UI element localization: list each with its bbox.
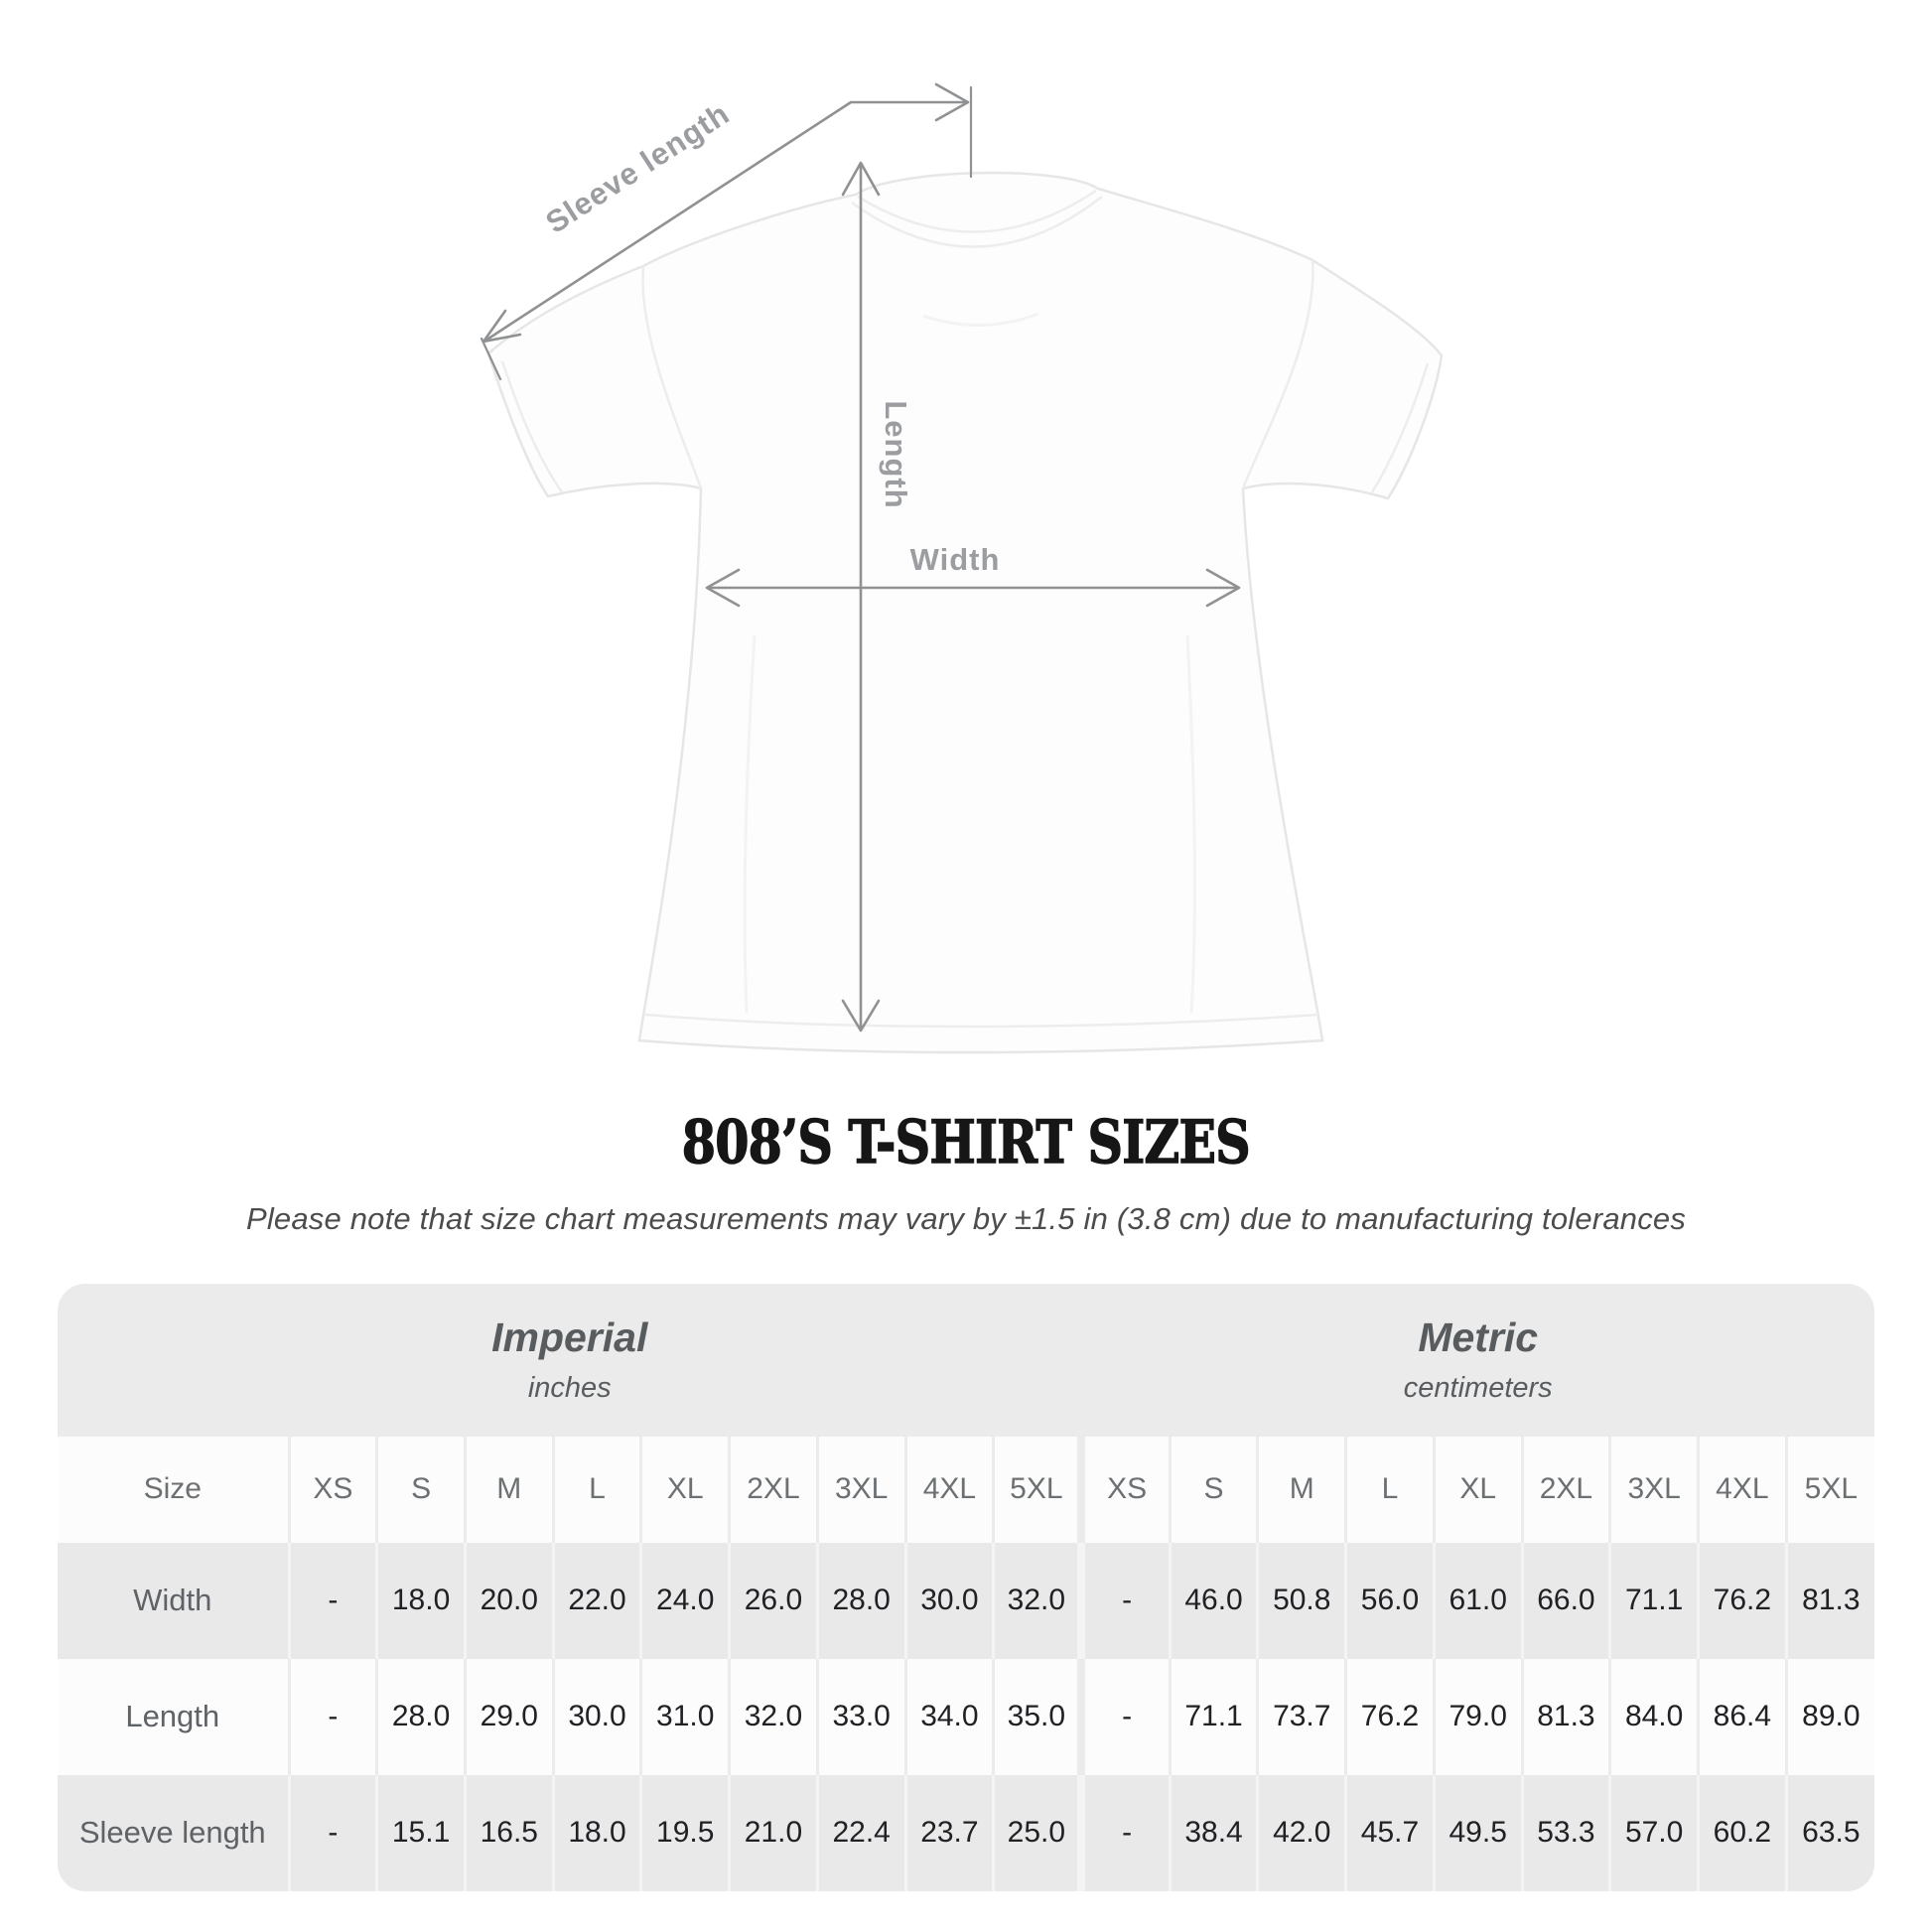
unit-header-metric: Metric centimeters bbox=[1081, 1284, 1874, 1437]
col-header-imperial-3xl: 3XL bbox=[815, 1436, 906, 1543]
row-label-sleeve-length: Sleeve length bbox=[58, 1774, 289, 1891]
cell-length-metric-3xl: 84.0 bbox=[1608, 1658, 1699, 1775]
sleeve-length-label: Sleeve length bbox=[539, 96, 736, 240]
col-header-metric-xl: XL bbox=[1432, 1436, 1523, 1543]
col-header-metric-s: S bbox=[1168, 1436, 1258, 1543]
unit-sub: inches bbox=[527, 1371, 612, 1404]
table-row-width: Width -18.0 20.0 22.0 24.0 26.0 28.0 30.0 32.0-4… bbox=[58, 1542, 1874, 1659]
cell-sleeve-length-metric-5xl: 63.5 bbox=[1784, 1774, 1874, 1891]
col-header-imperial-5xl: 5XL bbox=[992, 1436, 1082, 1543]
cell-sleeve-length-imperial-s: 15.1 bbox=[375, 1774, 466, 1891]
col-header-metric-m: M bbox=[1256, 1436, 1346, 1543]
col-header-metric-4xl: 4XL bbox=[1697, 1436, 1787, 1543]
cell-length-imperial-m: 29.0 bbox=[463, 1658, 554, 1775]
unit-name: Metric bbox=[1418, 1313, 1539, 1360]
cell-length-imperial-s: 28.0 bbox=[375, 1658, 466, 1775]
cell-sleeve-length-metric-l: 45.7 bbox=[1344, 1774, 1435, 1891]
col-header-imperial-m: M bbox=[463, 1436, 554, 1543]
cell-length-imperial-l: 30.0 bbox=[551, 1658, 641, 1775]
cell-sleeve-length-imperial-3xl: 22.4 bbox=[815, 1774, 906, 1891]
cell-sleeve-length-imperial-xs: - bbox=[287, 1774, 377, 1891]
cell-width-metric-5xl: 81.3 bbox=[1784, 1542, 1874, 1659]
cell-length-metric-5xl: 89.0 bbox=[1784, 1658, 1874, 1775]
cell-sleeve-length-imperial-m: 16.5 bbox=[463, 1774, 554, 1891]
col-header-imperial-4xl: 4XL bbox=[903, 1436, 994, 1543]
cell-width-imperial-l: 22.0 bbox=[551, 1542, 641, 1659]
cell-length-metric-s: 71.1 bbox=[1168, 1658, 1258, 1775]
width-label: Width bbox=[910, 542, 1001, 577]
col-header-imperial-xs: XS bbox=[287, 1436, 377, 1543]
cell-length-metric-xs: - bbox=[1077, 1658, 1171, 1775]
length-label: Length bbox=[879, 400, 913, 508]
cell-length-metric-2xl: 81.3 bbox=[1520, 1658, 1610, 1775]
cell-width-metric-xs: - bbox=[1077, 1542, 1171, 1659]
cell-length-metric-m: 73.7 bbox=[1256, 1658, 1346, 1775]
cell-sleeve-length-metric-2xl: 53.3 bbox=[1520, 1774, 1610, 1891]
tshirt-illustration bbox=[486, 171, 1444, 1054]
col-header-metric-3xl: 3XL bbox=[1608, 1436, 1699, 1543]
table-row-sleeve-length: Sleeve length -15.1 16.5 18.0 19.5 21.0 22.4 23… bbox=[58, 1774, 1874, 1891]
tolerance-note: Please note that size chart measurements… bbox=[245, 1201, 1687, 1236]
unit-name: Imperial bbox=[491, 1313, 648, 1360]
cell-length-imperial-5xl: 35.0 bbox=[992, 1658, 1082, 1775]
cell-length-imperial-3xl: 33.0 bbox=[815, 1658, 906, 1775]
col-header-size: Size bbox=[58, 1436, 289, 1543]
cell-sleeve-length-metric-3xl: 57.0 bbox=[1608, 1774, 1699, 1891]
size-table: Imperial inches Metric centimeters Size XS S M L… bbox=[58, 1284, 1874, 1891]
col-header-imperial-s: S bbox=[375, 1436, 466, 1543]
cell-width-imperial-2xl: 26.0 bbox=[728, 1542, 818, 1659]
cell-sleeve-length-imperial-l: 18.0 bbox=[551, 1774, 641, 1891]
cell-width-imperial-xs: - bbox=[287, 1542, 377, 1659]
page-title: 808’S T-SHIRT SIZES bbox=[681, 1107, 1251, 1177]
unit-header-imperial: Imperial inches bbox=[58, 1284, 1081, 1437]
row-label-width: Width bbox=[58, 1542, 289, 1659]
cell-width-metric-m: 50.8 bbox=[1256, 1542, 1346, 1659]
size-header-row: Size XS S M L XL 2XL 3XL 4XL 5XL XS S M L XL 2XL 3XL 4XL 5… bbox=[58, 1436, 1874, 1543]
cell-sleeve-length-metric-m: 42.0 bbox=[1256, 1774, 1346, 1891]
cell-length-metric-l: 76.2 bbox=[1344, 1658, 1435, 1775]
width-measure: Width bbox=[705, 542, 1241, 608]
cell-length-metric-xl: 79.0 bbox=[1432, 1658, 1523, 1775]
cell-sleeve-length-metric-xs: - bbox=[1077, 1774, 1171, 1891]
cell-width-imperial-3xl: 28.0 bbox=[815, 1542, 906, 1659]
cell-width-metric-2xl: 66.0 bbox=[1520, 1542, 1610, 1659]
col-header-imperial-2xl: 2XL bbox=[728, 1436, 818, 1543]
cell-width-metric-l: 56.0 bbox=[1344, 1542, 1435, 1659]
cell-sleeve-length-metric-xl: 49.5 bbox=[1432, 1774, 1523, 1891]
col-header-metric-xs: XS bbox=[1077, 1436, 1171, 1543]
cell-width-imperial-s: 18.0 bbox=[375, 1542, 466, 1659]
cell-length-imperial-4xl: 34.0 bbox=[903, 1658, 994, 1775]
cell-width-imperial-5xl: 32.0 bbox=[992, 1542, 1082, 1659]
col-header-imperial-l: L bbox=[551, 1436, 641, 1543]
cell-width-metric-xl: 61.0 bbox=[1432, 1542, 1523, 1659]
cell-length-imperial-2xl: 32.0 bbox=[728, 1658, 818, 1775]
cell-sleeve-length-metric-4xl: 60.2 bbox=[1697, 1774, 1787, 1891]
row-label-length: Length bbox=[58, 1658, 289, 1775]
col-header-metric-l: L bbox=[1344, 1436, 1435, 1543]
size-table-container: Imperial inches Metric centimeters Size XS S M L… bbox=[58, 1284, 1874, 1891]
cell-width-imperial-4xl: 30.0 bbox=[903, 1542, 994, 1659]
unit-sub: centimeters bbox=[1403, 1371, 1553, 1404]
cell-length-imperial-xs: - bbox=[287, 1658, 377, 1775]
cell-sleeve-length-imperial-5xl: 25.0 bbox=[992, 1774, 1082, 1891]
cell-sleeve-length-imperial-2xl: 21.0 bbox=[728, 1774, 818, 1891]
col-header-imperial-xl: XL bbox=[639, 1436, 730, 1543]
table-row-length: Length -28.0 29.0 30.0 31.0 32.0 33.0 34.0 35.0-… bbox=[58, 1658, 1874, 1775]
cell-length-metric-4xl: 86.4 bbox=[1697, 1658, 1787, 1775]
length-measure: Length bbox=[841, 161, 913, 1033]
cell-sleeve-length-imperial-xl: 19.5 bbox=[639, 1774, 730, 1891]
cell-sleeve-length-metric-s: 38.4 bbox=[1168, 1774, 1258, 1891]
cell-width-imperial-xl: 24.0 bbox=[639, 1542, 730, 1659]
cell-width-imperial-m: 20.0 bbox=[463, 1542, 554, 1659]
col-header-metric-2xl: 2XL bbox=[1520, 1436, 1610, 1543]
cell-width-metric-4xl: 76.2 bbox=[1697, 1542, 1787, 1659]
cell-width-metric-3xl: 71.1 bbox=[1608, 1542, 1699, 1659]
unit-header-row: Imperial inches Metric centimeters bbox=[58, 1284, 1874, 1437]
col-header-metric-5xl: 5XL bbox=[1784, 1436, 1874, 1543]
cell-width-metric-s: 46.0 bbox=[1168, 1542, 1258, 1659]
tshirt-measurement-diagram: Sleeve length Length Width bbox=[480, 82, 1444, 1054]
cell-sleeve-length-imperial-4xl: 23.7 bbox=[903, 1774, 994, 1891]
cell-length-imperial-xl: 31.0 bbox=[639, 1658, 730, 1775]
